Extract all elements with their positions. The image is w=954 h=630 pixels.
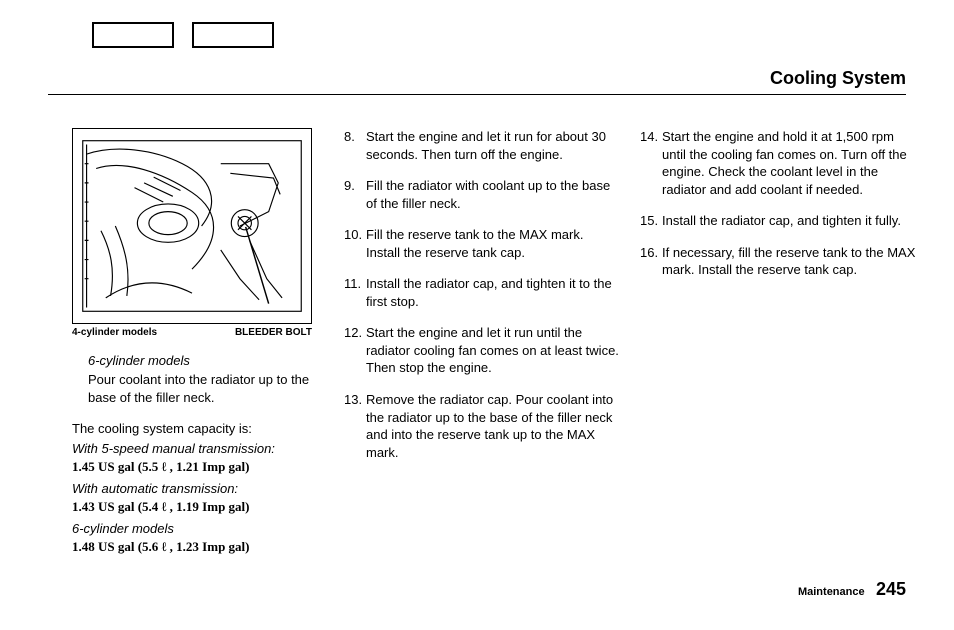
diagram-svg (77, 133, 307, 319)
nav-box-menu[interactable] (192, 22, 274, 48)
page: Cooling System (0, 0, 954, 630)
step-text: Remove the radiator cap. Pour coolant in… (366, 392, 613, 460)
step-number: 13. (344, 391, 366, 409)
caption-right: BLEEDER BOLT (235, 326, 312, 340)
capacity-variant-label: With 5-speed manual transmission: (72, 440, 324, 458)
step-number: 15. (640, 212, 662, 230)
step-11: 11.Install the radiator cap, and tighten… (344, 275, 620, 310)
capacity-heading: The cooling system capacity is: (72, 420, 324, 438)
capacity-variant-label: With automatic transmission: (72, 480, 324, 498)
capacity-variant-label: 6-cylinder models (72, 520, 324, 538)
column-2: 8.Start the engine and let it run for ab… (344, 128, 620, 560)
capacity-variant-value: 1.48 US gal (5.6 ℓ , 1.23 Imp gal) (72, 538, 324, 556)
step-16: 16.If necessary, fill the reserve tank t… (640, 244, 916, 279)
page-title: Cooling System (770, 68, 906, 89)
step-9: 9.Fill the radiator with coolant up to t… (344, 177, 620, 212)
step-text: Install the radiator cap, and tighten it… (662, 213, 901, 228)
step-number: 9. (344, 177, 366, 195)
step-10: 10.Fill the reserve tank to the MAX mark… (344, 226, 620, 261)
capacity-variant-value: 1.45 US gal (5.5 ℓ , 1.21 Imp gal) (72, 458, 324, 476)
nav-box-main[interactable] (92, 22, 174, 48)
step-text: Fill the reserve tank to the MAX mark. I… (366, 227, 583, 260)
engine-diagram (72, 128, 312, 324)
step-text: If necessary, fill the reserve tank to t… (662, 245, 915, 278)
capacity-variant-value: 1.43 US gal (5.4 ℓ , 1.19 Imp gal) (72, 498, 324, 516)
step-number: 14. (640, 128, 662, 146)
footer-page-number: 245 (876, 579, 906, 599)
step-text: Start the engine and hold it at 1,500 rp… (662, 129, 907, 197)
title-divider (48, 94, 906, 95)
step-number: 12. (344, 324, 366, 342)
step-text: Fill the radiator with coolant up to the… (366, 178, 610, 211)
step-number: 16. (640, 244, 662, 262)
model-note: 6-cylinder models (88, 352, 324, 370)
step-text: Install the radiator cap, and tighten it… (366, 276, 612, 309)
nav-boxes (92, 22, 274, 48)
step-15: 15.Install the radiator cap, and tighten… (640, 212, 916, 230)
step-14: 14.Start the engine and hold it at 1,500… (640, 128, 916, 198)
footer-section: Maintenance (798, 586, 865, 598)
step-8: 8.Start the engine and let it run for ab… (344, 128, 620, 163)
caption-left: 4-cylinder models (72, 326, 157, 340)
column-3: 14.Start the engine and hold it at 1,500… (640, 128, 916, 560)
column-1: 4-cylinder models BLEEDER BOLT 6-cylinde… (72, 128, 324, 560)
pour-instruction: Pour coolant into the radiator up to the… (88, 371, 324, 406)
step-13: 13.Remove the radiator cap. Pour coolant… (344, 391, 620, 461)
step-number: 11. (344, 275, 366, 293)
step-12: 12.Start the engine and let it run until… (344, 324, 620, 377)
step-text: Start the engine and let it run for abou… (366, 129, 606, 162)
figure-caption: 4-cylinder models BLEEDER BOLT (72, 326, 312, 340)
step-text: Start the engine and let it run until th… (366, 325, 619, 375)
page-footer: Maintenance 245 (798, 579, 906, 600)
step-number: 10. (344, 226, 366, 244)
step-number: 8. (344, 128, 366, 146)
